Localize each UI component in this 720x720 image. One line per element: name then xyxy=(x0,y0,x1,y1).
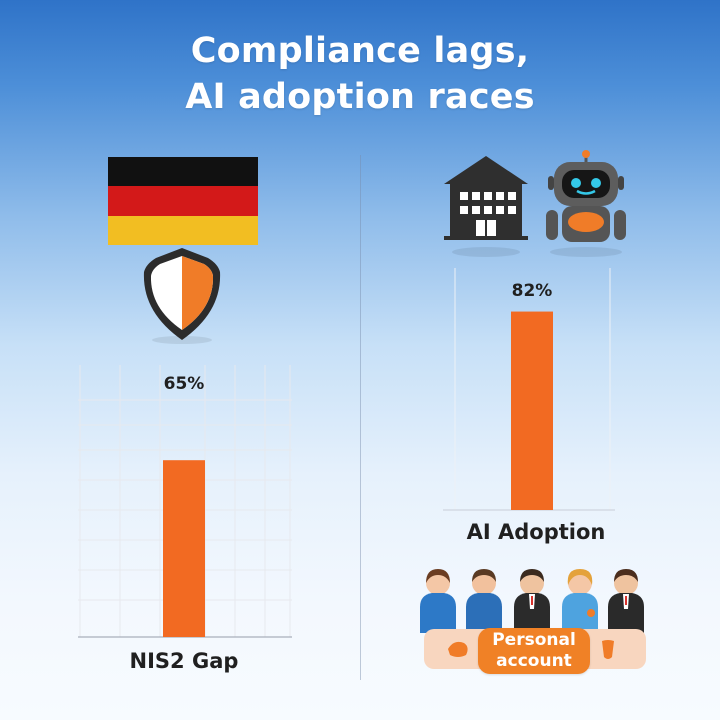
shield-icon xyxy=(143,248,221,344)
germany-flag-icon xyxy=(108,157,258,245)
personal-account-label: Personal account xyxy=(492,630,576,671)
value-label-2: 82% xyxy=(512,281,553,301)
bar-1 xyxy=(163,460,205,637)
page-title: Compliance lags, AI adoption races xyxy=(0,28,720,120)
personal-account-button[interactable]: Personal account xyxy=(478,628,590,674)
value-label-1: 65% xyxy=(164,374,205,394)
title-line-1: Compliance lags, xyxy=(190,31,530,71)
category-label-2: AI Adoption xyxy=(467,520,606,544)
center-divider xyxy=(360,155,361,680)
title-line-2: AI adoption races xyxy=(185,77,535,117)
bar-2 xyxy=(511,311,553,510)
building-robot-icon xyxy=(444,150,626,257)
category-label-1: NIS2 Gap xyxy=(130,649,239,673)
